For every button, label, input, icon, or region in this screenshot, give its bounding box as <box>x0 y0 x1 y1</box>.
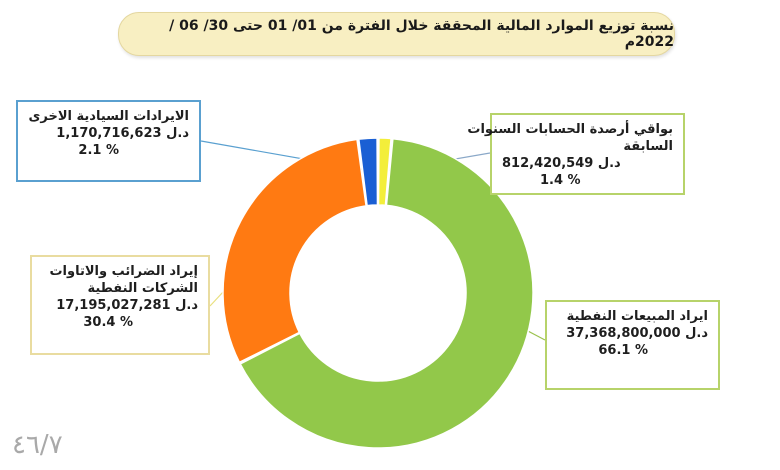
callout-sovereign-amount-row: د.ل 1,170,716,623 <box>28 125 189 142</box>
callout-tax-revenue: إيراد الضرائب والاتاوات الشركات النفطية … <box>30 255 210 355</box>
callout-sales-unit: د.ل <box>685 326 708 341</box>
callout-balances-label-2: السابقة <box>623 139 673 154</box>
chart-title: نسبة توزيع الموارد المالية المحققة خلال … <box>169 18 674 50</box>
callout-taxes-label-1: إيراد الضرائب والاتاوات <box>49 264 198 279</box>
callout-taxes-percent: 30.4 % <box>83 315 133 330</box>
callout-sovereign-revenue: الايرادات السيادية الاخرى د.ل 1,170,716,… <box>16 100 201 182</box>
callout-taxes-label-2: الشركات النفطية <box>87 281 198 296</box>
callout-sales-amount: 37,368,800,000 <box>566 326 681 341</box>
donut-slice-sovereign-other <box>357 137 379 207</box>
callout-oil-sales-revenue: ايراد المبيعات النفطية د.ل 37,368,800,00… <box>545 300 720 390</box>
callout-sovereign-percent: 2.1 % <box>78 143 119 158</box>
callout-sales-label: ايراد المبيعات النفطية <box>566 309 708 324</box>
donut-slices <box>222 137 534 449</box>
callout-taxes-amount: 17,195,027,281 <box>56 298 171 313</box>
callout-sovereign-label: الايرادات السيادية الاخرى <box>28 109 189 124</box>
page-number: ٤٦/٧ <box>12 430 63 460</box>
callout-previous-balances: بواقي أرصدة الحسابات السنوات السابقة د.ل… <box>467 113 685 195</box>
callout-taxes-amount-row: د.ل 17,195,027,281 <box>42 297 198 314</box>
callout-balances-percent: 1.4 % <box>540 173 581 188</box>
chart-title-banner: نسبة توزيع الموارد المالية المحققة خلال … <box>118 12 675 56</box>
callout-sales-percent: 66.1 % <box>598 343 648 358</box>
callout-sales-amount-row: د.ل 37,368,800,000 <box>557 325 708 342</box>
donut-slice-taxes-royalties <box>222 138 367 364</box>
donut-slice-previous-balances <box>377 137 392 207</box>
callout-sovereign-amount: 1,170,716,623 <box>56 126 162 141</box>
donut-slice-oil-sales <box>239 137 534 449</box>
callout-balances-amount: 812,420,549 <box>502 156 594 171</box>
callout-taxes-unit: د.ل <box>175 298 198 313</box>
callout-sovereign-unit: د.ل <box>166 126 189 141</box>
callout-balances-label-1: بواقي أرصدة الحسابات السنوات <box>467 122 673 137</box>
callout-balances-unit: د.ل <box>597 156 621 171</box>
callout-balances-amount-row: د.ل 812,420,549 <box>502 155 673 172</box>
